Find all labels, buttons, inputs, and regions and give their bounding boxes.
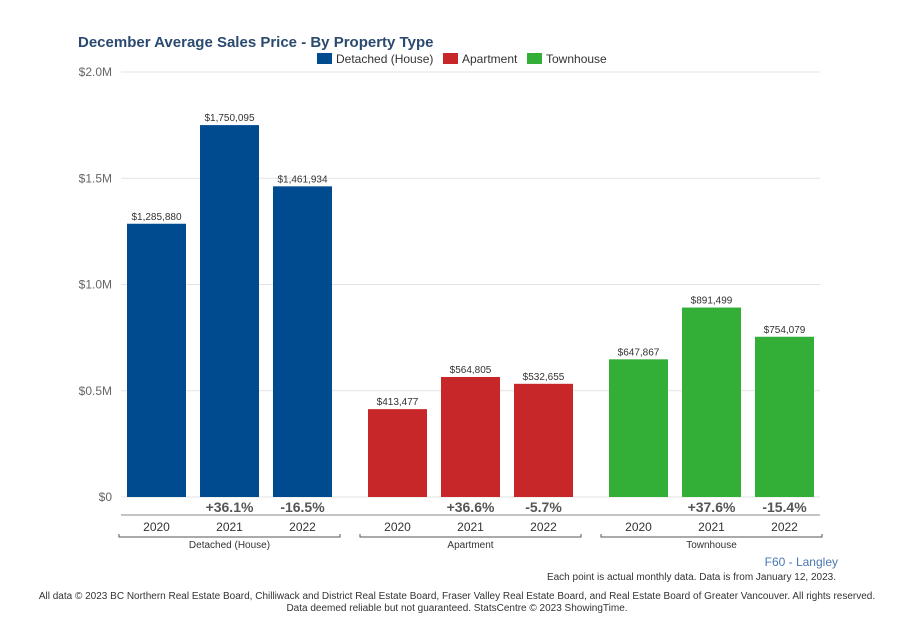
region-label: F60 - Langley <box>765 555 838 569</box>
group-bracket <box>118 534 341 538</box>
bar <box>441 376 500 497</box>
change-label: -5.7% <box>525 499 562 515</box>
change-label: -16.5% <box>280 499 325 515</box>
bar-value-label: $413,477 <box>377 397 419 408</box>
legend-swatch <box>443 53 458 64</box>
change-label: +37.6% <box>688 499 736 515</box>
bar-value-label: $754,079 <box>764 325 806 336</box>
bar-value-label: $1,750,095 <box>204 113 254 124</box>
x-tick-label: 2020 <box>143 520 170 534</box>
legend-swatch <box>317 53 332 64</box>
bars: $1,285,880 $1,750,095 +36.1% $1,461,934 -16.… <box>127 113 814 515</box>
group-bracket <box>600 534 823 538</box>
bar <box>682 307 741 497</box>
bar <box>609 359 668 497</box>
bar <box>514 383 573 497</box>
y-tick-label: $0.5M <box>79 384 112 398</box>
group-label: Detached (House) <box>189 540 270 551</box>
bar-value-label: $564,805 <box>450 365 492 376</box>
bar-value-label: $647,867 <box>618 347 660 358</box>
legend-label: Townhouse <box>546 52 607 66</box>
data-note: Each point is actual monthly data. Data … <box>547 572 836 583</box>
group-label: Apartment <box>447 540 493 551</box>
change-label: +36.6% <box>447 499 495 515</box>
y-tick-label: $0 <box>99 490 113 504</box>
x-tick-label: 2021 <box>457 520 484 534</box>
x-tick-label: 2020 <box>384 520 411 534</box>
bar <box>368 409 427 497</box>
y-tick-label: $1.0M <box>79 278 112 292</box>
change-label: -15.4% <box>762 499 807 515</box>
x-tick-label: 2022 <box>289 520 316 534</box>
y-axis: $0 $0.5M $1.0M $1.5M $2.0M <box>79 65 113 504</box>
copyright-line-2: Data deemed reliable but not guaranteed.… <box>286 603 627 614</box>
chart-title: December Average Sales Price - By Proper… <box>78 34 433 51</box>
legend-label: Apartment <box>462 52 518 66</box>
y-tick-label: $1.5M <box>79 171 112 185</box>
x-tick-label: 2020 <box>625 520 652 534</box>
bar-value-label: $1,461,934 <box>277 174 327 185</box>
bar <box>755 336 814 497</box>
change-label: +36.1% <box>206 499 254 515</box>
group-bracket <box>359 534 582 538</box>
bar <box>273 186 332 497</box>
legend: Detached (House) Apartment Townhouse <box>317 52 607 66</box>
x-tick-label: 2022 <box>530 520 557 534</box>
x-tick-label: 2021 <box>698 520 725 534</box>
bar-value-label: $891,499 <box>691 296 733 307</box>
bar-value-label: $1,285,880 <box>131 212 181 223</box>
x-tick-label: 2021 <box>216 520 243 534</box>
x-tick-label: 2022 <box>771 520 798 534</box>
y-tick-label: $2.0M <box>79 65 112 79</box>
x-axis: 2020 2021 2022 Detached (House) 2020 2021 2022… <box>118 514 823 551</box>
bar <box>200 125 259 498</box>
copyright-line-1: All data © 2023 BC Northern Real Estate … <box>39 591 875 602</box>
bar-value-label: $532,655 <box>523 372 565 383</box>
legend-label: Detached (House) <box>336 52 433 66</box>
legend-swatch <box>527 53 542 64</box>
bar <box>127 223 186 498</box>
group-label: Townhouse <box>686 540 737 551</box>
